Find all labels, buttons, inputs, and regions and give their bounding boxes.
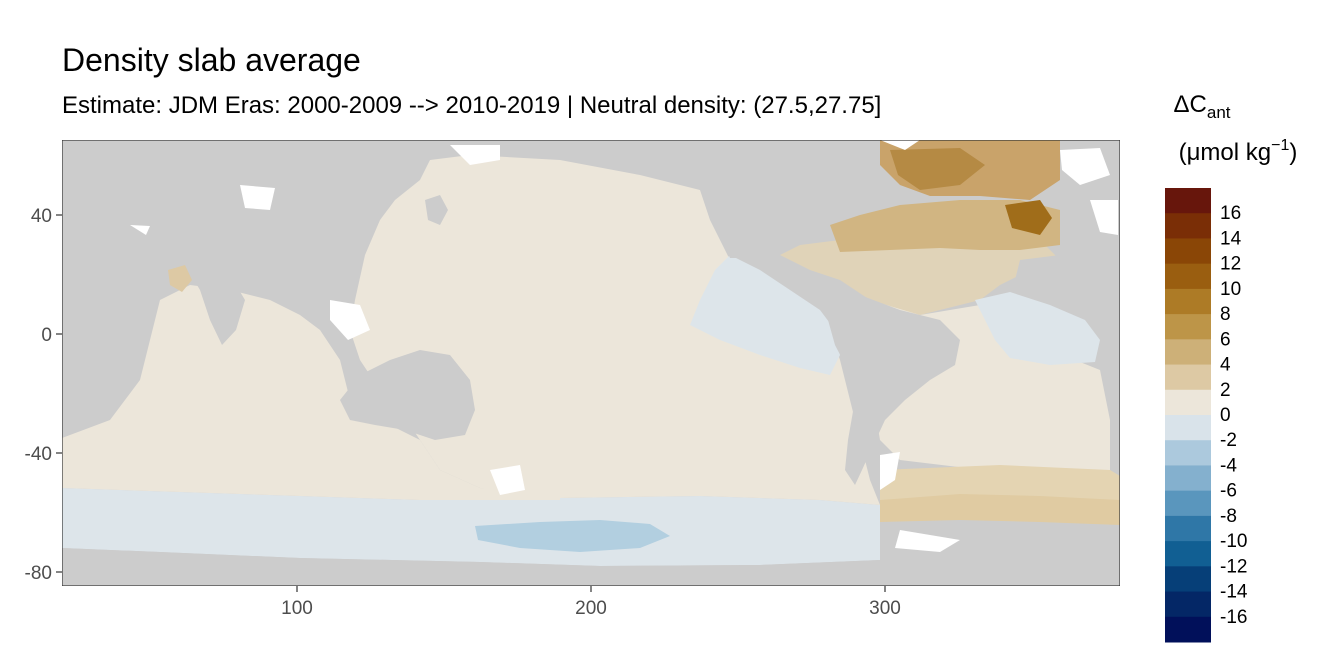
legend-break-label: 16 bbox=[1220, 203, 1241, 224]
legend-break-label: 14 bbox=[1220, 228, 1242, 249]
region-weddell-band bbox=[880, 494, 1120, 525]
legend-swatch bbox=[1165, 389, 1211, 416]
legend-swatch bbox=[1165, 339, 1211, 366]
legend-units-text: (μmol kg bbox=[1179, 139, 1272, 166]
x-tick-label: 100 bbox=[281, 598, 313, 619]
land-eurasia bbox=[62, 140, 880, 290]
legend-break-label: -16 bbox=[1220, 607, 1247, 628]
legend-break-label: 0 bbox=[1220, 405, 1231, 426]
region-labrador-sea bbox=[890, 148, 985, 190]
legend-units-close: ) bbox=[1289, 139, 1297, 166]
legend-break-label: 4 bbox=[1220, 355, 1231, 376]
region-ross-sea bbox=[475, 520, 670, 552]
land-australia bbox=[340, 350, 475, 440]
land-japan-islands bbox=[425, 195, 448, 225]
region-southern-ocean bbox=[62, 488, 880, 566]
legend-labels: 16 14 12 10 8 6 4 2 0 -2 -4 -6 -8 -10 -12 -14 -16 bbox=[1220, 203, 1248, 628]
y-tick-label: 0 bbox=[41, 325, 52, 346]
y-tick-label: -80 bbox=[25, 563, 52, 584]
map-panel bbox=[62, 140, 1120, 586]
legend-break-label: -14 bbox=[1220, 582, 1248, 603]
legend-colorbar bbox=[1165, 188, 1211, 643]
legend-swatch bbox=[1165, 288, 1211, 315]
legend-swatch bbox=[1165, 188, 1211, 214]
legend-break-label: 6 bbox=[1220, 329, 1231, 350]
legend-swatch bbox=[1165, 213, 1211, 239]
no-data-patches bbox=[130, 140, 1118, 552]
legend-swatch bbox=[1165, 364, 1211, 391]
legend-swatch bbox=[1165, 314, 1211, 340]
legend-break-label: 8 bbox=[1220, 304, 1231, 325]
legend-swatch bbox=[1165, 541, 1211, 567]
legend-break-label: -2 bbox=[1220, 430, 1237, 451]
land-south-america bbox=[828, 295, 960, 485]
legend-swatch bbox=[1165, 263, 1211, 290]
y-tick-label: 40 bbox=[31, 206, 52, 227]
legend-swatch bbox=[1165, 440, 1211, 466]
legend: ΔCant (μmol kg−1) 16 14 12 10 8 6 4 2 0 -2 -4 -6 -8 -… bbox=[1165, 91, 1297, 643]
legend-title-subscript: ant bbox=[1207, 103, 1231, 122]
legend-units-superscript: −1 bbox=[1271, 137, 1289, 154]
legend-break-label: -4 bbox=[1220, 455, 1237, 476]
x-tick-label: 300 bbox=[869, 598, 901, 619]
legend-swatch bbox=[1165, 238, 1211, 265]
legend-break-label: -8 bbox=[1220, 506, 1237, 527]
region-indian-ocean bbox=[62, 285, 560, 500]
region-eastern-tropical-pacific bbox=[690, 255, 840, 375]
legend-break-label: 12 bbox=[1220, 254, 1241, 275]
legend-break-label: 2 bbox=[1220, 380, 1231, 401]
y-axis: 40 0 -40 -80 bbox=[25, 206, 62, 584]
legend-swatch bbox=[1165, 616, 1211, 643]
legend-swatch bbox=[1165, 591, 1211, 618]
land-india bbox=[185, 265, 245, 345]
x-tick-label: 200 bbox=[575, 598, 607, 619]
land-antarctica bbox=[62, 548, 1120, 586]
legend-swatch bbox=[1165, 515, 1211, 542]
land-masses bbox=[62, 140, 1120, 586]
region-pacific-ocean bbox=[350, 148, 880, 505]
land-africa-east bbox=[1015, 255, 1120, 312]
region-north-atlantic-band bbox=[830, 200, 1060, 252]
chart-title: Density slab average bbox=[62, 42, 361, 78]
region-tropical-atlantic bbox=[975, 292, 1100, 365]
x-axis: 100 200 300 bbox=[281, 586, 901, 619]
legend-swatch bbox=[1165, 490, 1211, 517]
region-atlantic-subtropical bbox=[780, 230, 1060, 320]
legend-break-label: -10 bbox=[1220, 531, 1247, 552]
legend-break-label: 10 bbox=[1220, 279, 1241, 300]
legend-swatch bbox=[1165, 566, 1211, 593]
legend-break-label: -6 bbox=[1220, 481, 1237, 502]
region-biscay-hotspot bbox=[1005, 200, 1052, 235]
land-africa bbox=[62, 235, 150, 430]
legend-title: ΔCant bbox=[1173, 91, 1230, 122]
legend-units: (μmol kg−1) bbox=[1179, 137, 1298, 166]
land-north-america bbox=[700, 140, 880, 258]
legend-title-symbol: ΔC bbox=[1173, 91, 1206, 118]
legend-break-label: -12 bbox=[1220, 556, 1247, 577]
y-tick-label: -40 bbox=[25, 444, 52, 465]
legend-swatch bbox=[1165, 465, 1211, 492]
legend-swatch bbox=[1165, 415, 1211, 441]
chart-subtitle: Estimate: JDM Eras: 2000-2009 --> 2010-2… bbox=[62, 92, 882, 119]
region-arabian-sea-patch bbox=[168, 265, 192, 292]
